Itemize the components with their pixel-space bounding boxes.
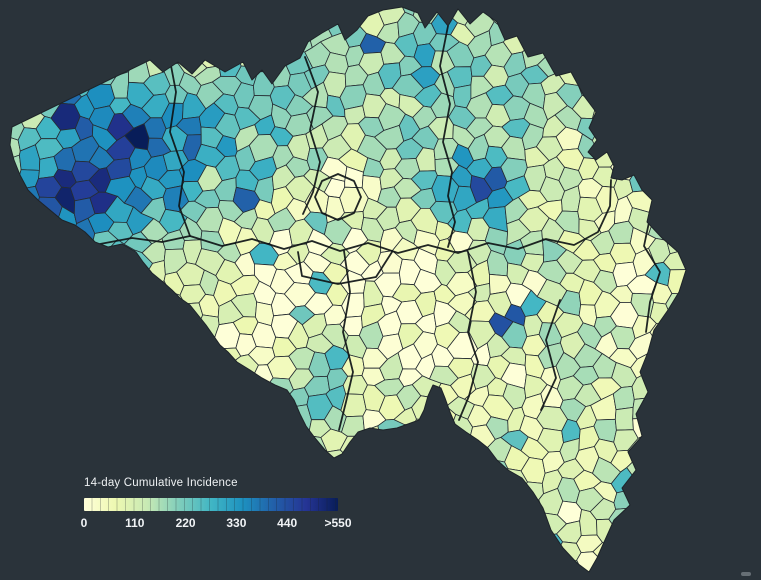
municipality[interactable] xyxy=(287,424,311,451)
scrollbar-corner[interactable] xyxy=(741,572,751,576)
municipality[interactable] xyxy=(485,459,509,484)
legend-tick: 330 xyxy=(226,516,247,530)
municipality[interactable] xyxy=(235,39,257,68)
province-border xyxy=(99,179,612,254)
municipality[interactable] xyxy=(163,46,185,65)
municipality[interactable] xyxy=(285,33,313,53)
municipality[interactable] xyxy=(646,341,674,368)
province-border xyxy=(540,299,561,411)
province-border xyxy=(338,250,354,431)
legend-colorbar xyxy=(84,498,338,511)
municipality[interactable] xyxy=(592,124,623,152)
municipality[interactable] xyxy=(648,217,676,241)
legend-tick: 440 xyxy=(277,516,298,530)
legend-tick-labels: 0 110 220 330 440 >550 xyxy=(80,516,352,532)
municipality[interactable] xyxy=(326,449,352,474)
legend-tick: 0 xyxy=(80,516,88,530)
province-border xyxy=(643,207,661,333)
municipality[interactable] xyxy=(68,239,99,265)
municipality[interactable] xyxy=(194,45,220,69)
municipality[interactable] xyxy=(110,71,130,99)
municipality[interactable] xyxy=(3,154,22,183)
province-border xyxy=(458,251,479,421)
country-outline xyxy=(9,6,687,573)
legend-tick: >550 xyxy=(324,516,352,530)
municipality[interactable] xyxy=(324,52,349,75)
legend-tick: 110 xyxy=(125,516,145,530)
municipality[interactable] xyxy=(392,424,424,452)
province-border xyxy=(439,25,456,248)
province-borders-layer xyxy=(99,25,661,431)
incidence-legend: 14-day Cumulative Incidence 0 110 220 33… xyxy=(80,477,354,532)
province-border xyxy=(167,49,191,237)
brussels-region-border xyxy=(314,173,362,221)
municipality[interactable] xyxy=(592,103,621,128)
legend-tick: 220 xyxy=(175,516,196,530)
municipality[interactable] xyxy=(614,406,634,431)
municipality[interactable] xyxy=(613,429,639,452)
municipality[interactable] xyxy=(666,228,688,255)
legend-title: 14-day Cumulative Incidence xyxy=(84,477,238,489)
municipality[interactable] xyxy=(413,418,437,439)
municipality[interactable] xyxy=(632,417,656,439)
province-border xyxy=(302,56,321,215)
province-border xyxy=(297,251,393,285)
